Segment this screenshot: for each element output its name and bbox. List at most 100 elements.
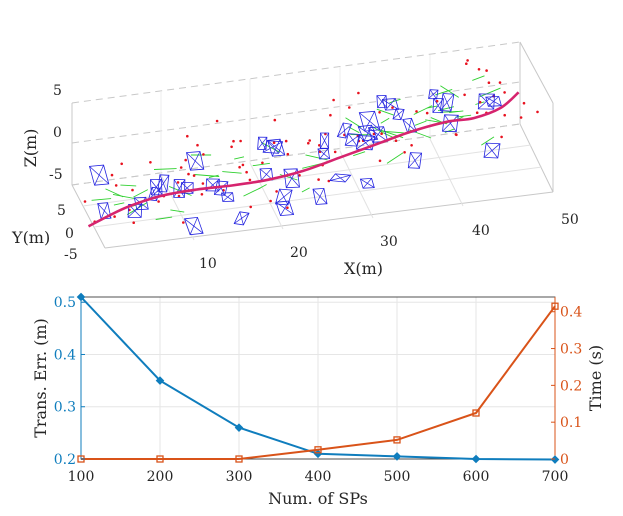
- map-point: [487, 81, 491, 84]
- z-tick-label: -5: [49, 167, 63, 183]
- camera-frustum: [157, 174, 170, 193]
- data-point-square: [551, 302, 559, 310]
- map-point: [131, 188, 134, 192]
- line-feature: [112, 193, 135, 200]
- camera-frustum: [221, 192, 235, 202]
- camera-frustum: [477, 93, 495, 110]
- data-point-diamond: [392, 452, 402, 461]
- map-point: [132, 221, 135, 224]
- camera-frustum: [233, 211, 250, 226]
- map-point: [157, 200, 160, 203]
- frustum-edge: [428, 89, 439, 99]
- map-point: [298, 174, 301, 177]
- y-tick-label: 5: [57, 203, 66, 219]
- line-feature: [301, 187, 310, 193]
- map-point: [308, 139, 312, 142]
- camera-frustum: [88, 164, 110, 186]
- frustum-edge: [214, 181, 229, 195]
- data-point-square: [235, 455, 243, 463]
- line-feature: [234, 156, 245, 160]
- line-feature: [345, 117, 362, 128]
- left-y-tick-label: 0.4: [54, 347, 76, 363]
- line-feature: [413, 105, 433, 115]
- frustum-edge: [234, 212, 250, 224]
- z-tick-label: 5: [53, 83, 62, 99]
- x-tick-label: 20: [290, 245, 308, 261]
- map-point: [215, 119, 219, 123]
- line-feature: [208, 174, 219, 178]
- map-point: [110, 173, 114, 177]
- frustum-edge: [488, 96, 500, 107]
- line-feature: [260, 142, 281, 153]
- line-feature: [113, 202, 125, 206]
- map-point: [120, 162, 123, 166]
- left-y-axis-label: Trans. Err. (m): [31, 318, 50, 438]
- map-point: [485, 69, 488, 72]
- line-feature: [155, 216, 173, 220]
- right-y-axis-label: Time (s): [586, 345, 605, 411]
- line-feature: [386, 152, 404, 164]
- data-point-diamond: [76, 292, 86, 302]
- data-point-diamond: [155, 376, 165, 385]
- map-point: [182, 221, 185, 224]
- frustum-edge: [275, 189, 293, 205]
- map-point: [378, 159, 382, 163]
- camera-frustum: [483, 142, 501, 159]
- line-feature: [440, 85, 459, 98]
- line-feature: [414, 120, 427, 126]
- trajectory-3d-plot: 5 0 -5 Z(m) 5 0 -5 Y(m) 10 20 30 40 50 X…: [11, 41, 579, 278]
- frustum-edge: [272, 139, 281, 157]
- camera-frustum: [262, 140, 284, 154]
- map-point: [200, 193, 204, 196]
- camera-frustum: [317, 148, 331, 160]
- x-axis-label: Num. of SPs: [268, 489, 368, 508]
- left-y-tick-label: 0.5: [54, 295, 76, 311]
- camera-frustum: [359, 177, 375, 189]
- map-point: [286, 206, 289, 209]
- camera-frustum: [275, 200, 295, 217]
- camera-frustum: [274, 188, 293, 206]
- map-point: [475, 111, 479, 114]
- map-point: [435, 99, 439, 103]
- line-feature: [133, 189, 149, 198]
- map-point: [196, 143, 199, 147]
- x-tick-label: 30: [380, 234, 398, 250]
- line-feature: [435, 88, 453, 96]
- line-feature: [153, 168, 177, 170]
- map-point: [454, 133, 458, 136]
- map-point: [410, 144, 413, 147]
- map-point: [333, 150, 337, 154]
- z-tick-labels: 5 0 -5: [49, 83, 63, 183]
- line-feature: [479, 87, 501, 98]
- frustum-edge: [94, 164, 104, 186]
- x-tick-label: 40: [472, 223, 490, 239]
- map-point: [415, 110, 418, 113]
- map-point: [477, 68, 481, 71]
- map-point: [348, 106, 351, 109]
- frustum-edge: [189, 217, 198, 235]
- right-y-tick-labels: 0 0.1 0.2 0.3 0.4: [551, 305, 582, 468]
- x-tick-label: 700: [542, 469, 569, 485]
- map-point: [329, 113, 332, 117]
- x-tick-label: 50: [561, 212, 579, 228]
- map-point: [275, 190, 278, 193]
- x-tick-label: 100: [68, 469, 95, 485]
- right-y-tick-label: 0.2: [560, 378, 582, 394]
- line-feature: [472, 75, 485, 81]
- line-feature: [380, 117, 390, 124]
- map-point: [327, 179, 331, 183]
- line-feature: [449, 110, 464, 114]
- line-feature: [444, 128, 455, 133]
- map-point: [238, 165, 241, 169]
- frustum-edge: [151, 179, 162, 196]
- data-point-diamond: [234, 423, 244, 432]
- data-point-square: [393, 436, 401, 444]
- right-y-tick-label: 0.4: [560, 305, 582, 321]
- map-point: [391, 106, 394, 109]
- frustum-edge: [439, 93, 455, 111]
- line-feature: [222, 171, 242, 174]
- left-y-tick-label: 0.3: [54, 400, 76, 416]
- line-feature: [353, 151, 366, 157]
- camera-frustum: [267, 138, 286, 157]
- frustum-edge: [483, 143, 501, 158]
